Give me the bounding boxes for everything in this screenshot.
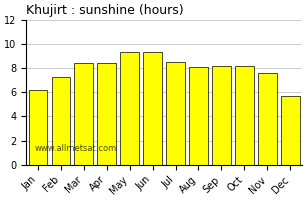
Bar (258, 73, 277, 165)
Bar (235, 66, 254, 165)
Bar (281, 96, 300, 165)
Text: www.allmetsat.com: www.allmetsat.com (35, 144, 117, 153)
Bar (74, 63, 93, 165)
Bar (97, 63, 116, 165)
Bar (212, 66, 231, 165)
Bar (144, 52, 162, 165)
Bar (166, 62, 185, 165)
Text: Khujirt : sunshine (hours): Khujirt : sunshine (hours) (26, 4, 184, 17)
Bar (121, 52, 139, 165)
Bar (189, 67, 208, 165)
Bar (51, 77, 70, 165)
Bar (28, 90, 47, 165)
